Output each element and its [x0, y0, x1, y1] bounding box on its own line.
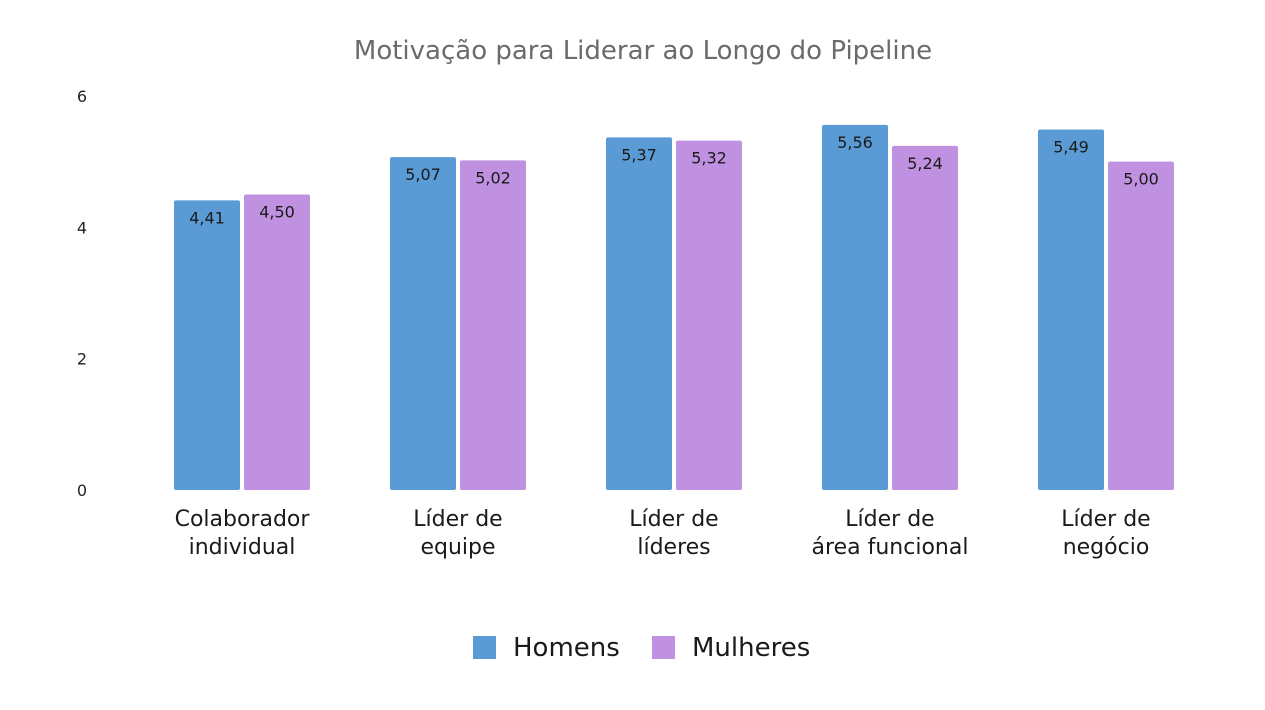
- chart-title: Motivação para Liderar ao Longo do Pipel…: [354, 36, 932, 66]
- data-label: 5,00: [1123, 170, 1159, 189]
- y-tick-label: 6: [77, 87, 87, 106]
- bar-mulheres-3: [892, 145, 958, 490]
- data-label: 5,49: [1053, 137, 1089, 156]
- x-axis: Colaborador individual Líder de equipe Líder…: [175, 507, 1151, 560]
- bar-mulheres-4: [1108, 161, 1174, 490]
- bar-homens-3: [822, 124, 888, 490]
- legend-label-mulheres: Mulheres: [692, 633, 810, 663]
- bars: [174, 124, 1174, 491]
- x-tick-label: Colaborador individual: [175, 507, 311, 560]
- legend-swatch-mulheres: [652, 636, 675, 659]
- y-axis: 0 2 4 6: [77, 87, 87, 500]
- legend-label-homens: Homens: [513, 633, 620, 663]
- bar-homens-2: [606, 137, 672, 490]
- data-label: 5,56: [837, 133, 873, 152]
- data-label: 4,41: [189, 208, 225, 227]
- data-label: 5,32: [691, 149, 727, 168]
- x-tick-label: Líder de equipe: [413, 507, 502, 560]
- bar-homens-0: [174, 200, 240, 490]
- x-tick-label: Líder de líderes: [629, 507, 718, 560]
- y-tick-label: 0: [77, 481, 87, 500]
- data-label: 4,50: [259, 203, 295, 222]
- bar-homens-1: [390, 157, 456, 490]
- data-label: 5,37: [621, 145, 657, 164]
- data-labels: 4,41 4,50 5,07 5,02 5,37 5,32 5,56 5,24 5,49 5,00: [189, 133, 1159, 228]
- bar-mulheres-2: [676, 140, 742, 491]
- bar-homens-4: [1038, 129, 1104, 491]
- bar-mulheres-1: [460, 160, 526, 490]
- y-tick-label: 4: [77, 218, 87, 237]
- bar-mulheres-0: [244, 194, 310, 490]
- data-label: 5,02: [475, 168, 511, 187]
- data-label: 5,24: [907, 154, 943, 173]
- y-tick-label: 2: [77, 350, 87, 369]
- x-tick-label: Líder de negócio: [1061, 507, 1150, 560]
- x-tick-label: Líder de área funcional: [812, 507, 969, 560]
- legend-swatch-homens: [473, 636, 496, 659]
- data-label: 5,07: [405, 165, 441, 184]
- legend: Homens Mulheres: [473, 633, 810, 663]
